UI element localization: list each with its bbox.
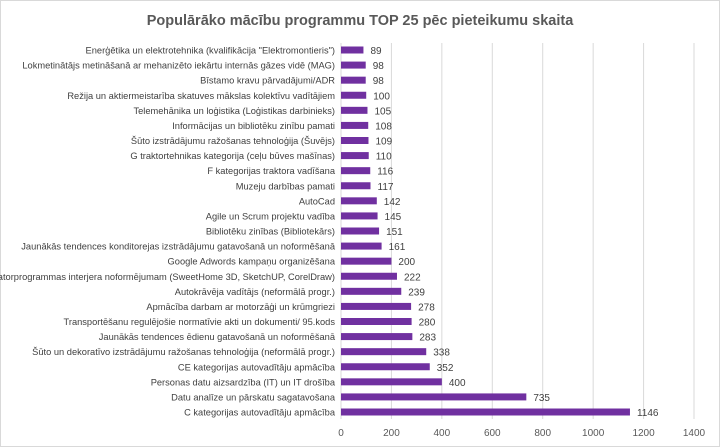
data-label: 109 [375,137,392,148]
bar [341,287,402,295]
category-label: C kategorijas autovadītāju apmācība [184,408,336,418]
bar [341,272,397,280]
data-label: 352 [437,363,454,374]
category-label: Telemehānika un loģistika (Loģistikas da… [133,106,335,116]
bar [341,182,371,190]
bar [341,106,368,114]
category-label: Apmācība darbam ar motorzāģi un krūmgrie… [146,302,335,312]
data-label: 151 [386,227,403,238]
data-label: 283 [419,333,436,344]
bar [341,227,380,235]
bar [341,348,427,356]
bar [341,333,413,341]
category-label: F kategorijas traktora vadīšana [207,166,335,176]
x-tick-label: 1000 [582,428,605,439]
bar [341,61,366,69]
bar [341,378,442,386]
category-label: Enerģētika un elektrotehnika (kvalifikāc… [86,46,335,56]
data-label: 110 [376,152,392,163]
bar [341,91,367,99]
data-label: 338 [433,348,450,359]
category-label: Muzeju darbības pamati [236,181,335,191]
data-label: 98 [373,76,385,87]
bar [341,363,430,371]
category-label: Jaunākās tendences konditorejas izstrādā… [21,242,336,252]
category-label: Personas datu aizsardzība (IT) un IT dro… [151,377,336,387]
data-label: 98 [373,61,385,72]
x-tick-label: 1200 [632,428,655,439]
bar [341,393,527,401]
data-label: 116 [377,167,393,178]
category-label: AutoCad [299,196,335,206]
data-label: 89 [370,46,382,57]
category-label: Agile un Scrum projektu vadība [206,211,336,221]
x-tick-label: 200 [383,428,400,439]
bar [341,197,377,205]
category-label: Transportēšanu regulējošie normatīvie ak… [64,317,336,327]
category-label: Bīstamo kravu pārvadājumi/ADR [200,76,335,86]
bar [341,76,366,84]
data-label: 105 [374,106,391,117]
category-label: Šūto un dekoratīvo izstrādājumu ražošana… [32,347,335,357]
category-label: Jaunākās tendences ēdienu gatavošanā un … [99,332,336,342]
category-label: Informācijas un bibliotēku zinību pamati [172,121,335,131]
bar [341,46,364,54]
data-label: 239 [408,287,425,298]
data-label: 100 [373,91,390,102]
bar [341,257,392,265]
data-label: 117 [378,182,394,193]
bar [341,408,630,416]
category-label: Datorprogrammas interjera noformējumam (… [0,272,335,282]
category-label: Autokrāvēja vadītājs (neformālā progr.) [175,287,335,297]
data-label: 280 [419,318,436,329]
bar [341,137,369,144]
bar [341,318,412,325]
x-tick-label: 800 [534,428,551,439]
data-label: 735 [533,393,550,404]
category-label: Režija un aktiermeistarība skatuves māks… [67,91,335,101]
bar [341,167,371,175]
category-label: Bibliotēku zinības (Bibliotekārs) [206,227,335,237]
category-label: G traktortehnikas kategorija (ceļu būves… [130,151,335,161]
category-label: Google Adwords kampaņu organizēšana [168,257,336,267]
bar [341,302,412,310]
data-label: 1146 [637,408,659,419]
chart-title: Populārāko mācību programmu TOP 25 pēc p… [147,13,574,29]
x-tick-label: 600 [484,428,501,439]
category-label: Datu analīze un pārskatu sagatavošana [171,392,336,402]
x-tick-label: 0 [338,428,344,439]
bar [341,152,369,160]
data-label: 222 [404,272,421,283]
data-label: 142 [384,197,401,208]
x-tick-label: 400 [434,428,451,439]
x-tick-label: 1400 [683,428,706,439]
bar [341,212,378,220]
bar [341,121,369,129]
data-label: 400 [449,378,466,389]
category-label: CE kategorijas autovadītāju apmācība [178,362,336,372]
data-label: 278 [418,302,435,313]
data-label: 200 [398,257,415,268]
data-label: 145 [385,212,402,223]
data-label: 108 [375,121,392,132]
bar [341,242,382,250]
category-label: Šūto izstrādājumu ražošanas tehnoloģija … [131,136,335,146]
data-label: 161 [389,242,406,253]
category-label: Lokmetinātājs metināšanā ar mehanizēto i… [22,61,335,71]
